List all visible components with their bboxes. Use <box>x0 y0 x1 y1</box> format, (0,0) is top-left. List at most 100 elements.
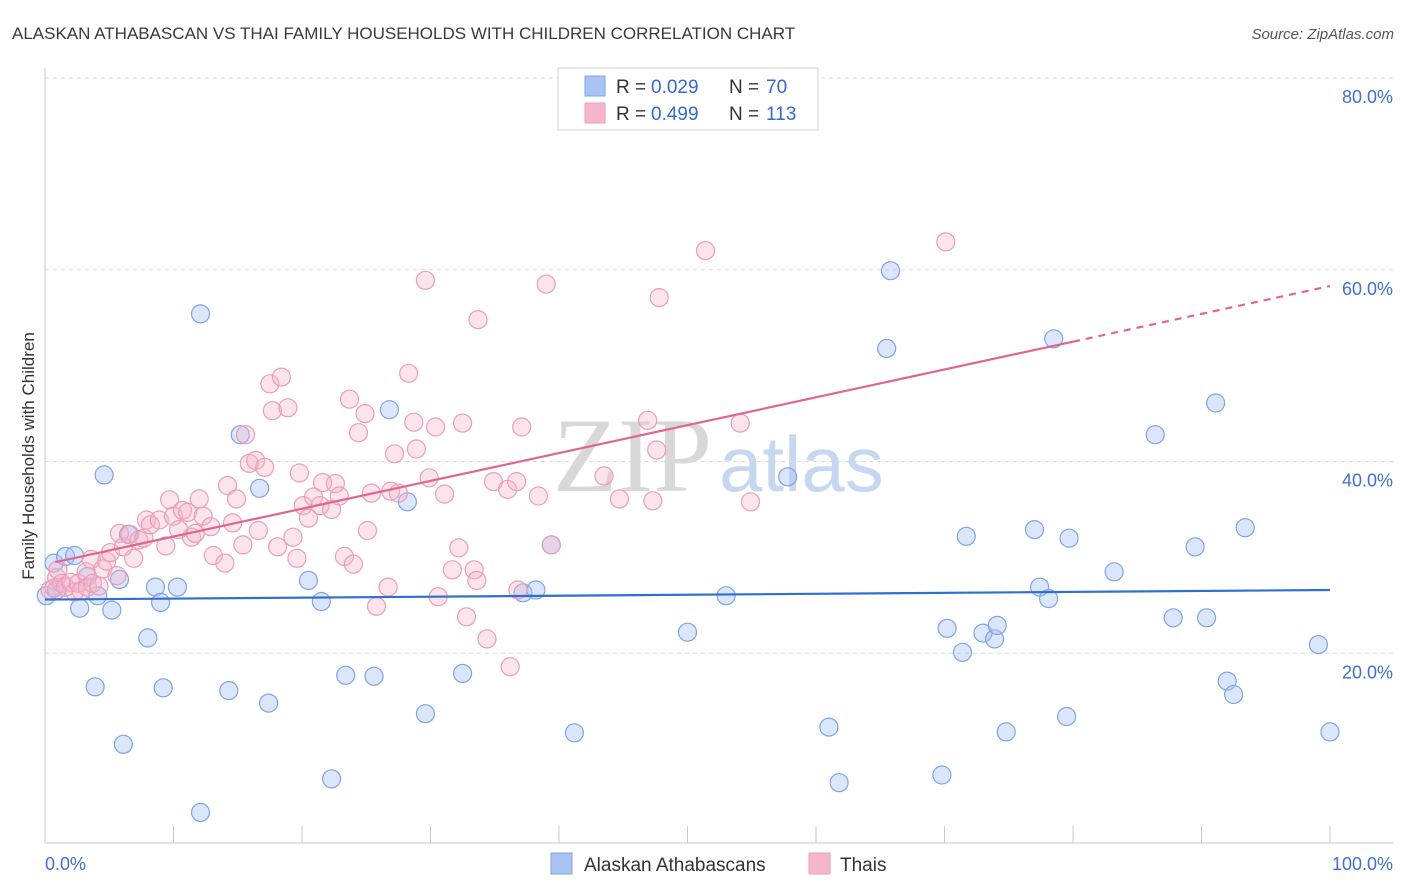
alaskan-athabascans-point <box>880 261 901 281</box>
alaskan-athabascans-point <box>1059 528 1079 548</box>
thais-point <box>215 553 235 573</box>
alaskan-athabascans-point <box>230 425 250 445</box>
series-legend: Alaskan Athabascans Thais <box>550 852 886 876</box>
alaskan-athabascans-point <box>1185 537 1205 557</box>
y-tick-label: 40.0% <box>1342 471 1393 491</box>
thais-point <box>235 425 256 445</box>
alaskan-athabascans-point <box>819 717 839 737</box>
thais-point <box>160 490 180 510</box>
alaskan-athabascans-point <box>1235 518 1255 538</box>
x-tick-label: 100.0% <box>1332 854 1393 874</box>
y-tick-label: 20.0% <box>1342 662 1393 682</box>
thais-point <box>730 413 750 433</box>
legend-swatch-thais <box>584 102 606 124</box>
thais-point <box>343 554 363 574</box>
thais-point <box>500 657 520 677</box>
thais-point <box>467 570 487 591</box>
thais-point <box>268 537 288 557</box>
thais-point <box>289 463 309 483</box>
thais-point <box>339 389 360 409</box>
legend-r-value: 0.499 <box>651 104 699 125</box>
legend-swatch-alaskan-athabascans <box>584 75 606 97</box>
alaskan-athabascans-point <box>190 304 211 324</box>
thais-point <box>740 492 761 512</box>
alaskan-athabascans-point <box>829 773 849 793</box>
watermark-zip-text: ZIP <box>553 397 712 514</box>
thais-point <box>419 468 439 488</box>
alaskan-athabascans-point <box>1205 393 1226 413</box>
thais-point <box>149 510 169 530</box>
thais-point <box>89 576 109 596</box>
thais-point <box>456 607 477 627</box>
alaskan-athabascans-point <box>138 628 158 648</box>
alaskan-athabascans-point <box>956 526 976 546</box>
thais-point <box>193 506 213 526</box>
thais-point <box>649 288 669 308</box>
legend-row-thais: R = 0.499 N = 113 <box>584 102 796 125</box>
axes <box>44 68 1393 844</box>
legend-r-label: R = <box>616 77 646 98</box>
alaskan-athabascans-point <box>322 769 342 789</box>
alaskan-athabascans-point <box>167 577 187 597</box>
series-legend-label: Alaskan Athabascans <box>584 855 766 876</box>
alaskan-athabascans-point <box>379 400 399 420</box>
thais-point <box>468 310 488 330</box>
legend-r-label: R = <box>616 104 646 125</box>
alaskan-athabascans-point <box>1223 684 1244 705</box>
source-credit: Source: ZipAtlas.com <box>1251 26 1394 43</box>
correlation-legend: R = 0.029 N = 70 R = 0.499 N = 113 <box>557 67 819 131</box>
alaskan-athabascans-trend-line <box>44 588 1331 601</box>
thais-point <box>449 538 469 558</box>
chart-title: ALASKAN ATHABASCAN VS THAI FAMILY HOUSEH… <box>12 24 795 43</box>
alaskan-athabascans-point <box>1308 634 1329 655</box>
legend-r-value: 0.029 <box>651 77 699 98</box>
legend-row-alaskan-athabascans: R = 0.029 N = 70 <box>584 75 787 98</box>
thais-point <box>140 515 160 535</box>
alaskan-athabascans-point <box>298 570 318 591</box>
thais-point <box>248 520 268 541</box>
alaskan-athabascans-point <box>1145 425 1165 445</box>
alaskan-athabascans-point <box>952 642 973 662</box>
alaskan-athabascans-point <box>677 622 698 642</box>
series-legend-item-thais[interactable]: Thais <box>808 852 886 876</box>
alaskan-athabascans-point <box>190 802 211 823</box>
series-legend-swatch-alaskan-athabascans <box>550 852 573 875</box>
alaskan-athabascans-point <box>1024 519 1045 540</box>
thais-point <box>508 580 528 600</box>
series-legend-swatch-thais <box>808 852 831 875</box>
alaskan-athabascans-point <box>113 734 134 754</box>
alaskan-athabascans-point <box>415 704 435 724</box>
thais-point <box>647 440 667 460</box>
alaskan-athabascans-point <box>996 722 1016 742</box>
alaskan-athabascans-point <box>85 677 105 697</box>
thais-point <box>287 548 307 568</box>
thais-trend-line <box>55 340 1074 564</box>
thais-point <box>528 486 549 506</box>
thais-point <box>695 241 716 261</box>
alaskan-athabascans-point <box>70 598 90 618</box>
thais-point <box>217 475 238 496</box>
alaskan-athabascans-point <box>937 618 957 638</box>
alaskan-athabascans-point <box>877 338 897 358</box>
thais-point <box>348 423 369 443</box>
thais-point <box>233 535 253 555</box>
alaskan-athabascans-point <box>564 723 585 743</box>
thais-point <box>178 502 198 522</box>
alaskan-athabascans-point <box>778 467 798 487</box>
thais-point <box>298 508 318 528</box>
legend-n-value: 113 <box>766 104 796 125</box>
series-legend-item-alaskan-athabascans[interactable]: Alaskan Athabascans <box>550 852 766 876</box>
alaskan-athabascans-point <box>932 765 952 785</box>
thais-point <box>477 629 497 649</box>
thais-point <box>609 489 630 509</box>
thais-point <box>271 367 291 387</box>
thais-point <box>189 489 209 509</box>
alaskan-athabascans-point <box>453 663 473 684</box>
trend-lines <box>44 284 1331 601</box>
thais-point <box>643 491 663 511</box>
thais-point <box>426 417 446 437</box>
thais-point <box>536 274 556 294</box>
thais-point <box>76 562 96 582</box>
alaskan-athabascans-point <box>259 693 279 713</box>
